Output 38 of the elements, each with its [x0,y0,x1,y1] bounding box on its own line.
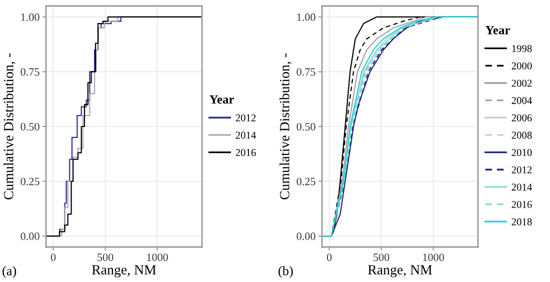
legend-label: 2012 [236,114,256,122]
legend-label: 2018 [512,218,532,226]
y-tick-label: 0.25 [20,178,40,186]
y-tick-label: 0.50 [20,122,40,131]
y-tick-label: 1.00 [21,13,40,21]
text: (b) [278,266,293,278]
legend-title: Year [486,26,510,34]
x-tick-label: 0 [50,254,56,262]
legend-label: 2012 [512,166,532,174]
text: (a) [2,266,16,278]
x-tick-label: 500 [374,254,390,262]
y-tick-label: 0.00 [20,232,40,240]
legend-label: 2014 [512,184,532,191]
legend-label: 2002 [512,80,532,87]
legend-label: 2010 [512,149,532,156]
x-tick-label: 500 [98,254,114,262]
x-axis-title: Range, NM [368,265,432,278]
legend-label: 2004 [512,97,532,104]
legend-label: 2006 [512,114,532,122]
y-tick-label: 0.75 [20,68,40,76]
y-tick-label: 0.75 [296,68,316,76]
y-axis-title: Cumulative Distribution, - [4,54,16,200]
y-tick-label: 0.00 [296,232,316,240]
legend-label: 1998 [512,45,532,52]
y-tick-label: 0.25 [296,178,316,186]
x-tick-label: 1000 [147,254,168,262]
legend-label: 2014 [236,132,256,139]
x-tick-label: 0 [326,254,332,262]
legend-label: 2016 [512,200,532,208]
legend-title: Year [210,95,234,104]
y-tick-label: 0.50 [296,122,316,131]
legend-label: 2000 [512,62,532,70]
y-tick-label: 1.00 [297,13,316,21]
y-axis-title: Cumulative Distribution, - [280,54,292,200]
legend-label: 2008 [512,132,532,139]
legend-label: 2016 [236,149,256,156]
x-axis-title: Range, NM [92,265,156,278]
x-tick-label: 1000 [423,254,444,262]
